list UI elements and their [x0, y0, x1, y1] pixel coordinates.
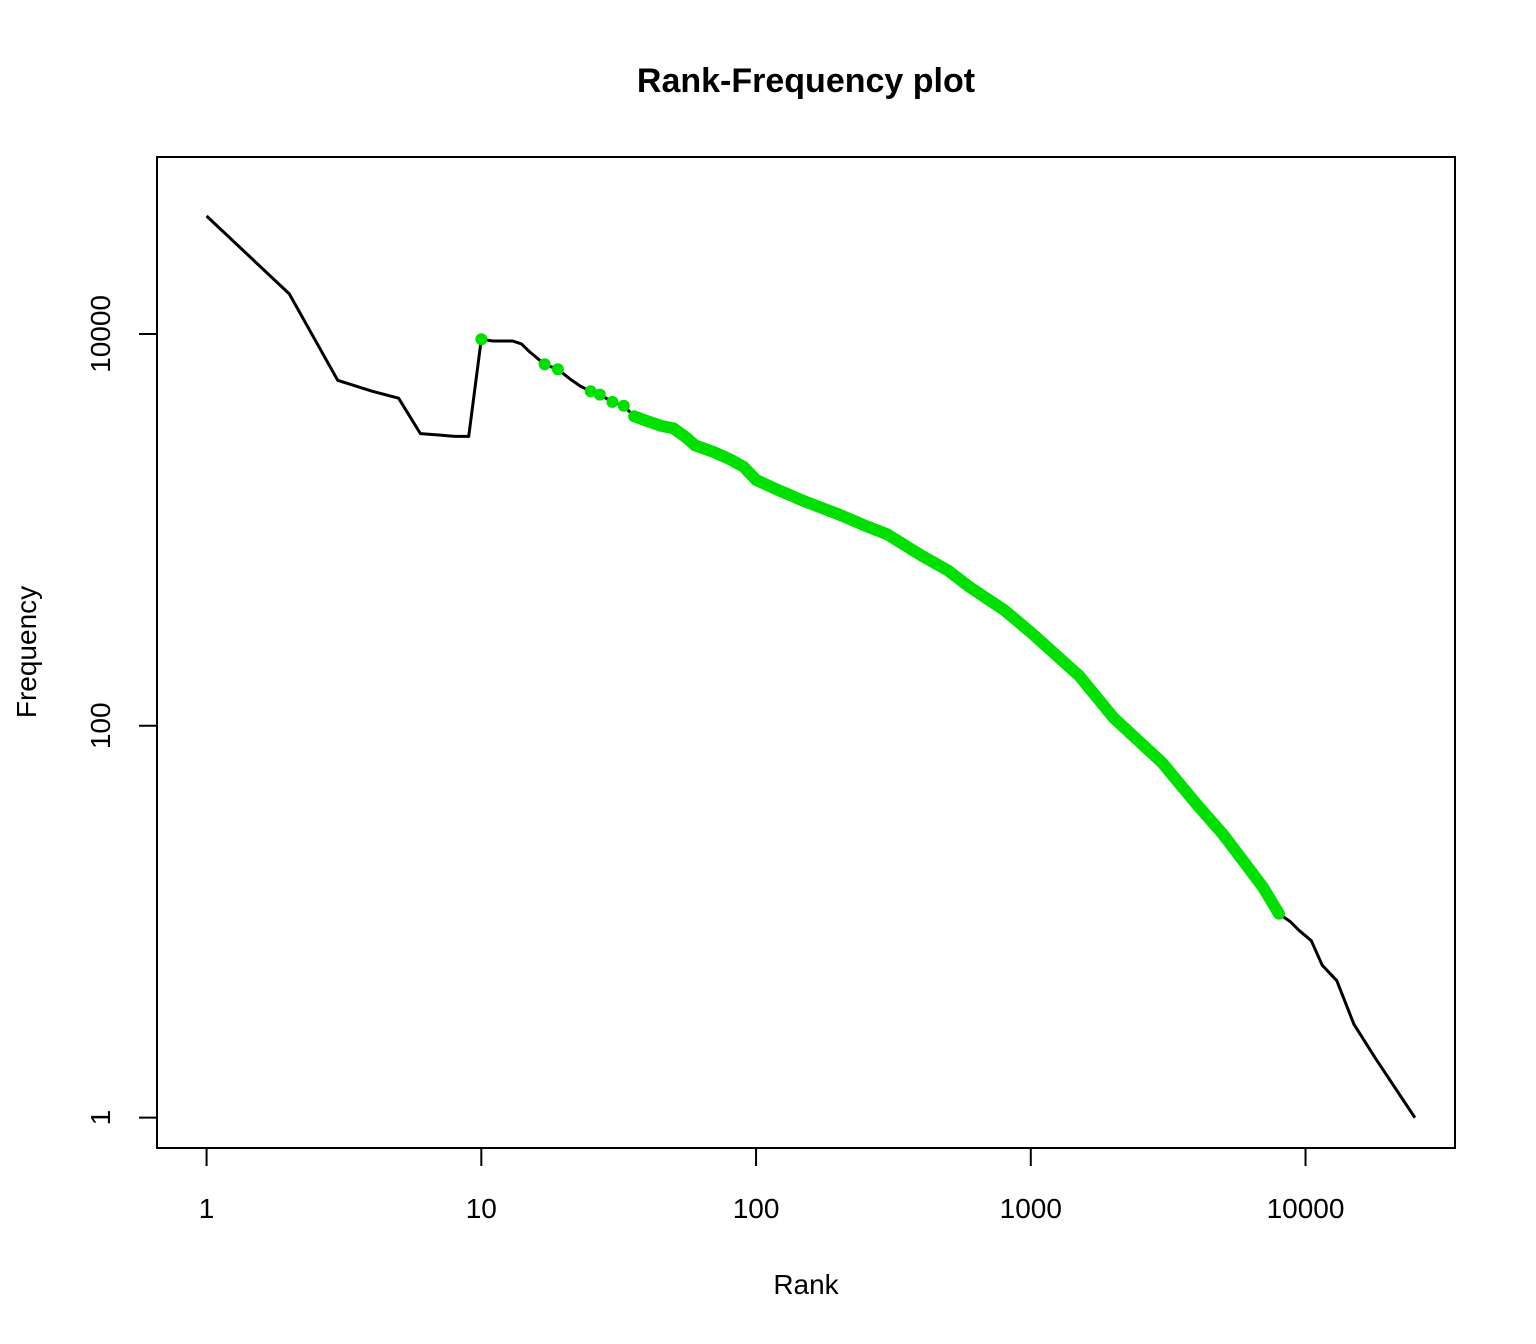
fitted-point — [538, 358, 551, 371]
x-tick-label: 100 — [733, 1193, 780, 1224]
y-axis-label: Frequency — [11, 586, 42, 718]
y-tick-label: 100 — [85, 702, 116, 749]
x-tick-label: 10000 — [1267, 1193, 1345, 1224]
chart-title: Rank-Frequency plot — [637, 62, 975, 100]
x-tick-label: 10 — [466, 1193, 497, 1224]
x-tick-label: 1 — [199, 1193, 215, 1224]
fitted-point — [1272, 907, 1285, 920]
fitted-point — [606, 395, 619, 408]
y-tick-label: 10000 — [85, 295, 116, 373]
fitted-point — [551, 363, 564, 376]
fitted-point — [593, 388, 606, 401]
x-axis-label: Rank — [773, 1269, 839, 1300]
x-tick-label: 1000 — [1000, 1193, 1062, 1224]
rank-frequency-line — [205, 214, 1417, 1119]
y-axis: 1 100 10000 — [85, 295, 158, 1126]
y-tick-label: 1 — [85, 1110, 116, 1126]
fitted-point — [475, 333, 488, 346]
fitted-point — [584, 385, 597, 398]
x-axis: 1 10 100 1000 10000 — [199, 1147, 1345, 1224]
series-layer — [205, 214, 1417, 1119]
plot-frame — [156, 156, 1456, 1149]
fitted-point — [617, 399, 630, 412]
